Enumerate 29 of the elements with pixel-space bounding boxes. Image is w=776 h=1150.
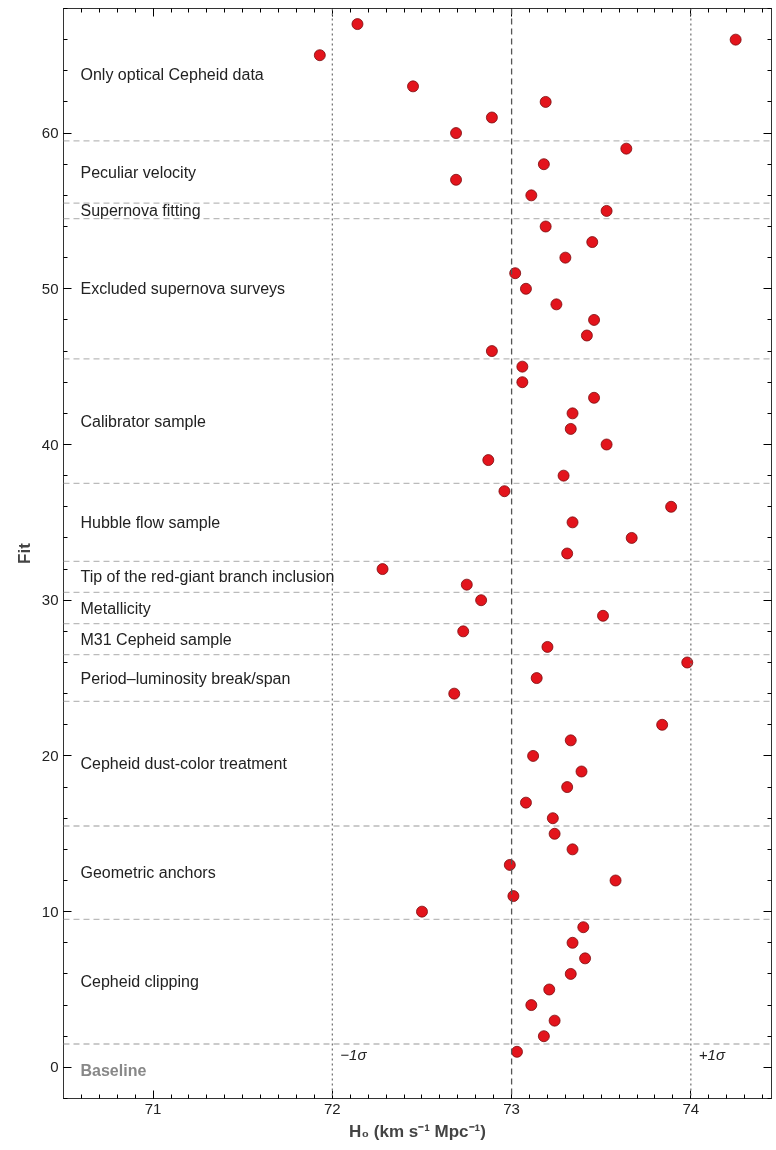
annotation: Cepheid clipping bbox=[80, 973, 199, 991]
x-axis-title: H₀ (km s⁻¹ Mpc⁻¹) bbox=[349, 1121, 486, 1141]
annotation: Calibrator sample bbox=[80, 412, 206, 430]
annotation: Tip of the red-giant branch inclusion bbox=[80, 568, 335, 586]
x-tick-label: 72 bbox=[324, 1099, 341, 1117]
annotation: Period–luminosity break/span bbox=[80, 669, 291, 687]
annotation: Excluded supernova surveys bbox=[80, 280, 286, 298]
y-tick-label: 50 bbox=[41, 279, 59, 297]
ref-line-label: −1σ bbox=[340, 1045, 368, 1063]
y-tick-label: 60 bbox=[41, 124, 59, 142]
annotation: Only optical Cepheid data bbox=[80, 66, 264, 84]
y-tick-label: 20 bbox=[41, 746, 59, 764]
y-tick-label: 30 bbox=[41, 591, 59, 609]
x-tick-label: 74 bbox=[682, 1099, 700, 1117]
y-tick-label: 10 bbox=[41, 902, 59, 920]
annotation: Supernova fitting bbox=[80, 202, 201, 220]
y-tick-label: 40 bbox=[41, 435, 59, 453]
annotation: M31 Cepheid sample bbox=[80, 630, 232, 648]
y-axis-title: Fit bbox=[14, 542, 34, 564]
annotation: Cepheid dust-color treatment bbox=[80, 755, 288, 773]
annotation: Geometric anchors bbox=[80, 864, 216, 882]
annotation: Baseline bbox=[80, 1062, 147, 1080]
x-tick-label: 71 bbox=[144, 1099, 162, 1117]
annotation: Hubble flow sample bbox=[80, 513, 221, 531]
ref-line-label: +1σ bbox=[698, 1045, 726, 1063]
annotation: Metallicity bbox=[80, 599, 151, 617]
y-tick-label: 0 bbox=[50, 1058, 59, 1076]
annotation: Peculiar velocity bbox=[80, 163, 197, 181]
x-tick-label: 73 bbox=[503, 1099, 520, 1117]
